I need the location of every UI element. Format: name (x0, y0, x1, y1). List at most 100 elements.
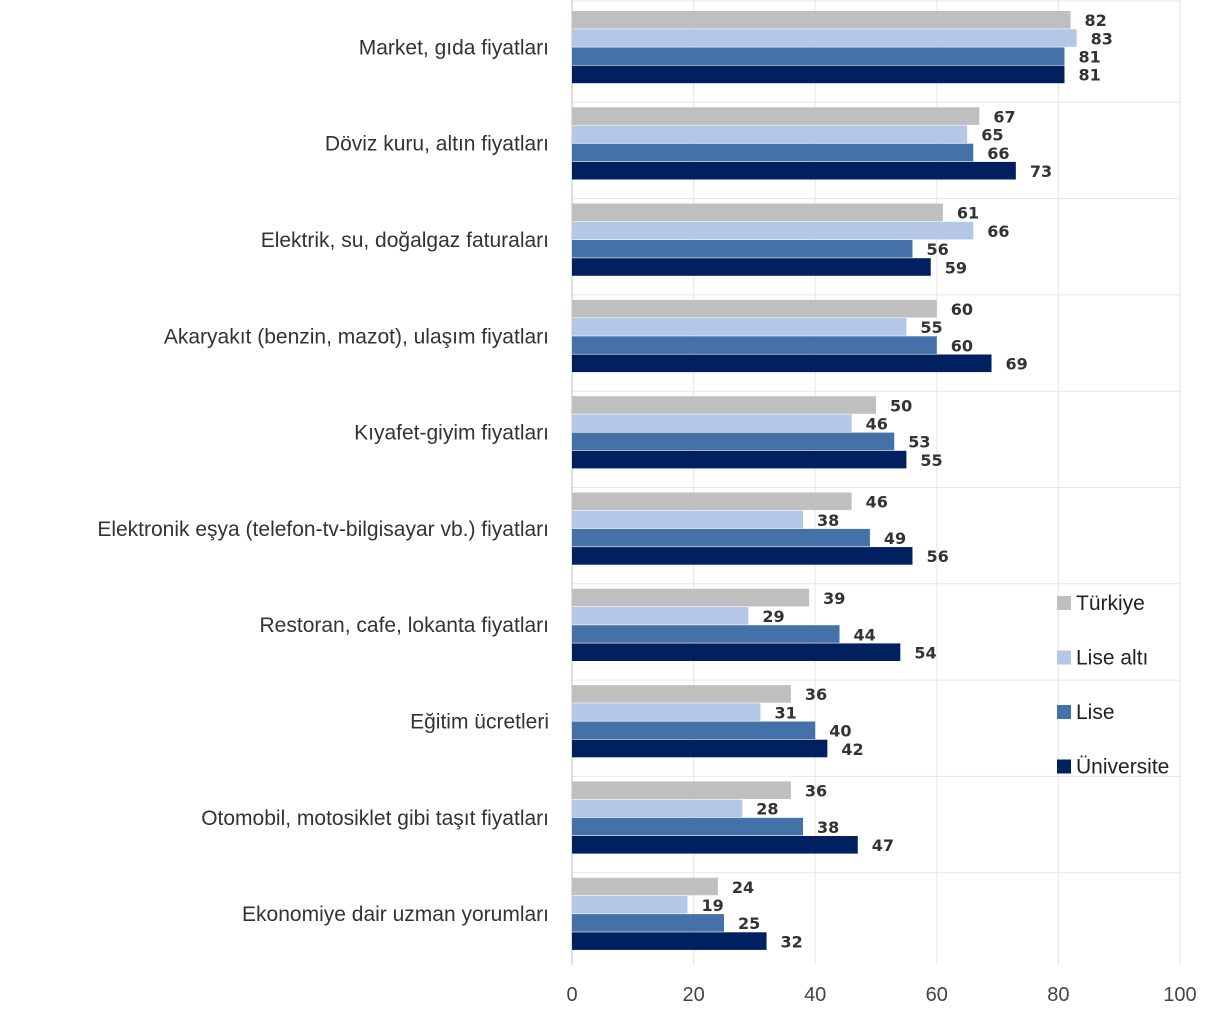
bar (572, 143, 974, 162)
data-label: 46 (866, 493, 888, 512)
data-label: 46 (866, 415, 888, 434)
bar (572, 432, 895, 451)
legend-swatch (1057, 705, 1071, 719)
bar (572, 47, 1065, 65)
legend-label: Lise altı (1076, 647, 1148, 670)
legend-label: Lise (1076, 701, 1115, 724)
category-label: Ekonomiye dair uzman yorumları (242, 903, 549, 926)
data-label: 82 (1085, 11, 1107, 30)
category-label: Eğitim ücretleri (410, 711, 549, 734)
bar (572, 414, 852, 432)
bar-series (572, 11, 1077, 950)
data-label: 49 (884, 529, 906, 548)
bar (572, 221, 974, 240)
data-label: 38 (817, 818, 839, 837)
data-label: 44 (854, 625, 876, 644)
bar (572, 354, 992, 373)
bar (572, 125, 968, 144)
data-label: 65 (981, 126, 1003, 145)
gridlines (571, 0, 1181, 965)
bar (572, 492, 852, 511)
data-label: 38 (817, 511, 839, 530)
bar (572, 11, 1071, 29)
data-label: 29 (762, 607, 784, 626)
bar (572, 528, 870, 547)
category-label: Döviz kuru, altın fiyatları (325, 133, 549, 156)
bar (572, 703, 761, 721)
bar (572, 299, 937, 318)
data-label: 32 (781, 932, 803, 951)
legend-label: Üniversite (1076, 756, 1169, 779)
data-label: 61 (957, 204, 979, 223)
data-label: 55 (920, 451, 942, 470)
x-tick-label: 0 (566, 984, 577, 1006)
data-label: 66 (987, 144, 1009, 163)
data-label: 40 (829, 722, 851, 741)
bar (572, 877, 718, 896)
bar (572, 203, 943, 222)
bar (572, 588, 810, 607)
bar (572, 781, 791, 799)
legend-label: Türkiye (1076, 592, 1145, 615)
category-label: Kıyafet-giyim fiyatları (354, 422, 549, 445)
bar (572, 450, 907, 469)
bar (572, 240, 913, 258)
data-label: 81 (1078, 48, 1100, 67)
data-label: 67 (993, 107, 1015, 126)
bar (572, 318, 907, 336)
data-label: 56 (926, 547, 948, 566)
x-axis-ticks: 0 20 40 60 80 100 (566, 984, 1196, 1006)
data-label: 39 (823, 589, 845, 608)
data-label: 83 (1091, 29, 1113, 48)
bar (572, 799, 743, 818)
bar (572, 914, 724, 932)
x-tick-label: 60 (926, 984, 948, 1006)
data-label: 81 (1078, 66, 1100, 85)
data-label: 24 (732, 878, 754, 897)
data-labels: 8283818167656673616656596055606950465355… (702, 11, 1113, 951)
bar (572, 721, 816, 740)
bar (572, 396, 876, 414)
bar (572, 739, 828, 758)
legend: Türkiye Lise altı Lise Üniversite (1057, 592, 1169, 779)
data-label: 47 (872, 836, 894, 855)
bar (572, 607, 749, 625)
bar (572, 643, 901, 661)
data-label: 50 (890, 396, 912, 415)
x-tick-label: 80 (1047, 984, 1069, 1006)
x-tick-label: 100 (1163, 984, 1196, 1006)
bar (572, 510, 804, 529)
data-label: 73 (1030, 162, 1052, 181)
category-label: Elektronik eşya (telefon-tv-bilgisayar v… (97, 518, 549, 541)
data-label: 36 (805, 685, 827, 704)
data-label: 28 (756, 800, 778, 819)
data-label: 42 (841, 740, 863, 759)
data-label: 55 (920, 318, 942, 337)
data-label: 59 (945, 258, 967, 277)
bar (572, 685, 791, 703)
category-label: Elektrik, su, doğalgaz faturaları (261, 229, 549, 252)
data-label: 31 (774, 703, 796, 722)
data-label: 53 (908, 433, 930, 452)
x-tick-label: 40 (804, 984, 826, 1006)
bar (572, 836, 858, 854)
category-label: Restoran, cafe, lokanta fiyatları (260, 614, 549, 637)
category-labels: Market, gıda fiyatları Döviz kuru, altın … (97, 36, 549, 926)
data-label: 54 (914, 644, 936, 663)
bar (572, 107, 980, 125)
bar (572, 895, 688, 914)
data-label: 60 (951, 336, 973, 355)
data-label: 69 (1006, 355, 1028, 374)
data-label: 25 (738, 914, 760, 933)
x-tick-label: 20 (682, 984, 704, 1006)
bar (572, 336, 937, 354)
data-label: 60 (951, 300, 973, 319)
category-label: Market, gıda fiyatları (359, 36, 549, 59)
legend-swatch (1057, 596, 1071, 610)
bar (572, 65, 1065, 84)
bar (572, 547, 913, 565)
data-label: 66 (987, 222, 1009, 241)
bar (572, 29, 1077, 47)
